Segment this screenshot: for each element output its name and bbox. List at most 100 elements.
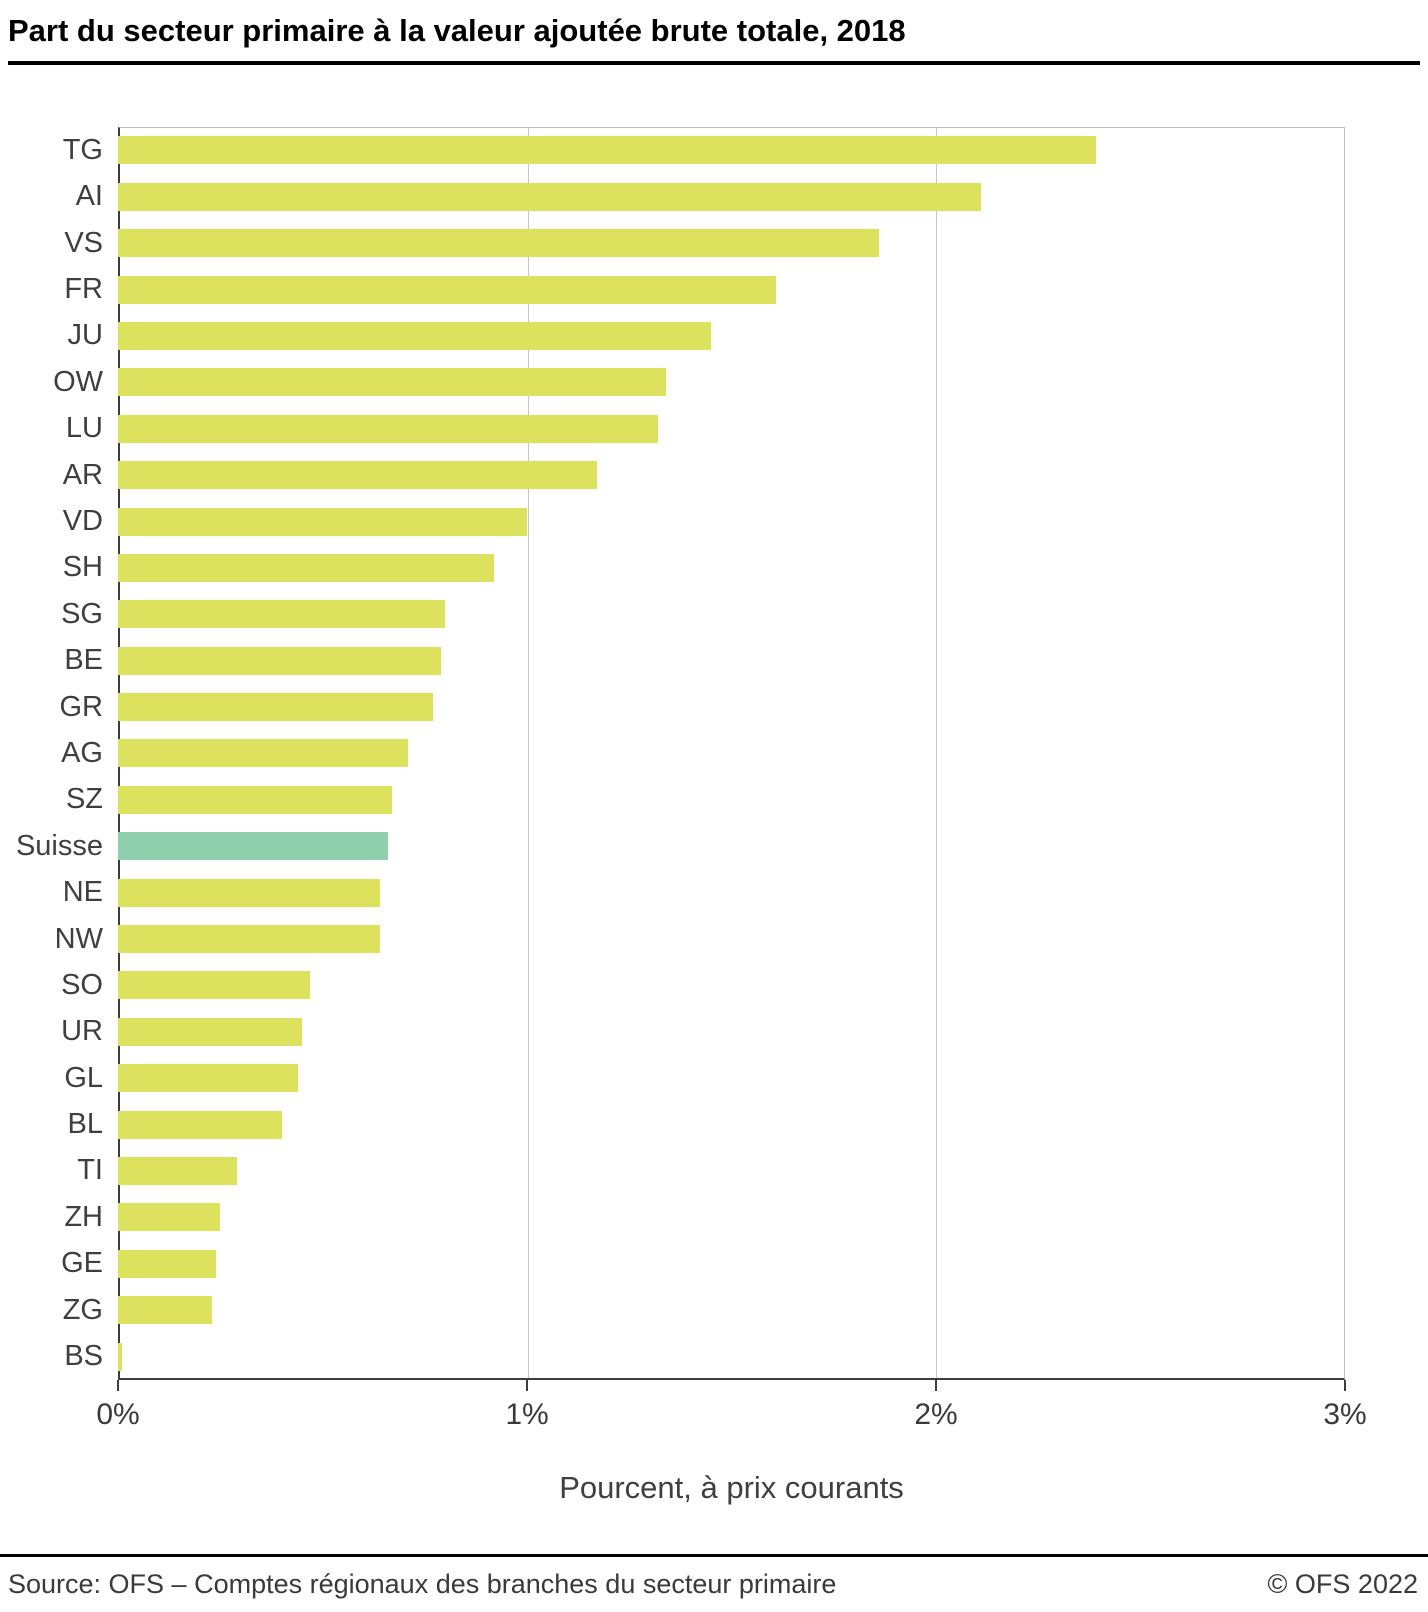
bar-track [118,182,1345,211]
category-label-TI: TI [77,1154,103,1187]
bar-SH [118,553,495,582]
chart-row-AG: AG [0,730,1345,776]
bar-track [118,136,1345,165]
x-tick-label-3%: 3% [1323,1397,1367,1431]
category-label-SH: SH [62,551,103,584]
x-tick-label-0%: 0% [96,1397,140,1431]
category-label-JU: JU [67,319,103,352]
category-label-AG: AG [61,736,103,769]
bar-UR [118,1017,303,1046]
bar-track [118,739,1345,768]
bar-track [118,693,1345,722]
chart-row-AR: AR [0,452,1345,498]
bar-TI [118,1156,237,1185]
category-label-ZH: ZH [64,1200,103,1233]
bar-BE [118,646,442,675]
bar-track [118,1156,1345,1185]
chart-row-VD: VD [0,498,1345,544]
category-label-GE: GE [61,1247,103,1280]
bar-JU [118,321,712,350]
chart-row-FR: FR [0,266,1345,312]
chart-row-BE: BE [0,637,1345,683]
title-divider [8,61,1420,66]
bar-track [118,368,1345,397]
bar-GL [118,1064,298,1093]
category-label-Suisse: Suisse [15,829,103,862]
bar-track [118,1296,1345,1325]
category-label-VD: VD [62,505,103,537]
category-label-AI: AI [75,180,103,213]
x-axis: 0% 1% 2% 3% [96,1379,1367,1442]
bar-GR [118,693,433,722]
bar-track [118,461,1345,490]
bar-AI [118,182,981,211]
x-tick-0% [117,1379,119,1391]
category-label-BE: BE [64,644,103,677]
bar-SZ [118,785,393,814]
chart-row-SH: SH [0,545,1345,591]
x-tick-1% [526,1379,528,1391]
bar-ZH [118,1203,221,1232]
chart-row-SZ: SZ [0,777,1345,823]
bar-track [118,229,1345,258]
category-label-UR: UR [61,1015,103,1048]
bar-track [118,878,1345,907]
bar-SO [118,971,311,1000]
bar-AR [118,461,597,490]
bar-track [118,275,1345,304]
category-label-BL: BL [67,1108,103,1141]
chart-row-GL: GL [0,1055,1345,1101]
bar-track [118,646,1345,675]
x-tick-label-2%: 2% [914,1397,958,1431]
chart-row-SG: SG [0,591,1345,637]
bar-SG [118,600,446,629]
category-label-VS: VS [64,226,103,259]
footer: Source: OFS – Comptes régionaux des bran… [0,1554,1428,1612]
category-label-LU: LU [65,412,103,445]
category-label-GR: GR [59,690,104,723]
bar-track [118,1017,1345,1046]
chart-row-Suisse: Suisse [0,823,1345,869]
chart-rows: TG AI VS FR JU OW LU AR VD SH SG BE GR AG SZ Suisse NE NW… [0,127,1345,1380]
chart-row-TG: TG [0,127,1345,173]
bar-VD [118,507,527,536]
bar-track [118,553,1345,582]
page-title: Part du secteur primaire à la valeur ajo… [8,13,906,48]
chart-row-VS: VS [0,220,1345,266]
x-axis-title: Pourcent, à prix courants [559,1469,904,1505]
category-label-NE: NE [62,876,103,909]
bar-track [118,321,1345,350]
header: Part du secteur primaire à la valeur ajo… [0,0,1428,66]
chart-row-NW: NW [0,916,1345,962]
chart-row-JU: JU [0,313,1345,359]
bar-AG [118,739,409,768]
bar-track [118,1110,1345,1139]
bar-OW [118,368,667,397]
chart-row-ZG: ZG [0,1287,1345,1333]
chart-row-OW: OW [0,359,1345,405]
category-label-SO: SO [61,968,103,1001]
bar-BL [118,1110,282,1139]
footer-divider [0,1554,1428,1557]
bar-track [118,971,1345,1000]
bar-ZG [118,1296,213,1325]
chart-row-UR: UR [0,1009,1345,1055]
bar-track [118,832,1345,861]
bar-TG [118,136,1096,165]
chart-row-NE: NE [0,869,1345,915]
chart-row-TI: TI [0,1148,1345,1194]
bar-BS [118,1342,123,1371]
bar-track [118,925,1345,954]
bar-NW [118,925,380,954]
bar-track [118,414,1345,443]
bar-VS [118,229,879,258]
chart-row-BS: BS [0,1333,1345,1379]
chart-row-LU: LU [0,406,1345,452]
chart-row-AI: AI [0,174,1345,220]
bar-track [118,1342,1345,1371]
bar-LU [118,414,658,443]
bar-track [118,1064,1345,1093]
category-label-TG: TG [62,133,103,166]
x-tick-label-1%: 1% [505,1397,549,1431]
chart-row-GE: GE [0,1241,1345,1287]
